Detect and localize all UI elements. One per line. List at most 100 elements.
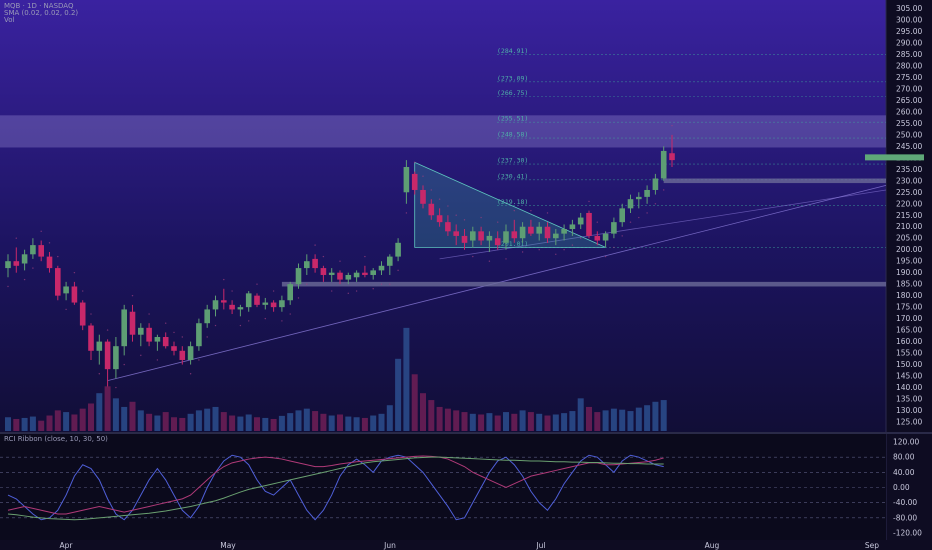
sar-dot — [646, 212, 648, 214]
candle-body — [619, 208, 625, 223]
price-tick-label: 160.00 — [896, 337, 922, 346]
volume-bar — [112, 398, 119, 431]
volume-bar — [594, 412, 601, 431]
volume-bar — [137, 410, 144, 431]
price-tick-label: 265.00 — [896, 96, 922, 105]
price-tick-label: 150.00 — [896, 360, 922, 369]
volume-bar — [569, 411, 576, 431]
volume-bar — [453, 410, 460, 431]
volume-bar — [428, 400, 435, 431]
candle-body — [138, 327, 144, 335]
sar-dot — [214, 324, 217, 327]
volume-bar — [303, 408, 310, 431]
volume-bar — [179, 417, 186, 431]
sar-dot — [140, 354, 142, 357]
volume-bar — [121, 406, 128, 431]
candle-body — [63, 286, 69, 294]
fib-level-label: (237.30) — [497, 157, 528, 165]
volume-bar — [635, 407, 642, 431]
volume-bar — [494, 415, 501, 431]
sar-dot — [629, 221, 632, 223]
candle-body — [370, 270, 376, 275]
volume-bar — [146, 413, 153, 431]
sar-dot — [165, 322, 167, 324]
sar-dot — [281, 320, 283, 322]
sar-dot — [447, 205, 449, 207]
price-tick-label: 220.00 — [896, 199, 922, 208]
price-tick-label: 195.00 — [896, 257, 922, 266]
sar-dot — [389, 283, 391, 285]
candle-body — [561, 229, 567, 234]
candle-body — [544, 226, 551, 239]
volume-bar — [328, 415, 335, 431]
candle-body — [104, 341, 111, 370]
candle-body — [129, 311, 136, 335]
price-tick-label: 140.00 — [896, 383, 922, 392]
price-tick-label: 250.00 — [896, 130, 922, 139]
price-tick-label: 305.00 — [896, 4, 922, 13]
price-tick-label: 125.00 — [896, 418, 922, 427]
candle-body — [577, 217, 584, 225]
candle-body — [320, 268, 327, 275]
volume-bar — [29, 416, 36, 431]
candle-body — [245, 293, 252, 308]
sar-dot — [331, 290, 333, 292]
fib-level-label: (230.41) — [497, 172, 528, 180]
volume-bar — [270, 418, 277, 431]
time-tick-label: Jun — [383, 541, 396, 550]
sar-dot — [156, 359, 159, 361]
candle-body — [470, 231, 476, 241]
volume-bar — [552, 414, 559, 431]
rci-tick-label: -40.00 — [893, 498, 917, 507]
volume-bar — [63, 412, 70, 431]
sar-dot — [181, 336, 183, 338]
sar-dot — [239, 324, 242, 327]
volume-bar — [536, 413, 543, 431]
sar-dot — [82, 290, 84, 292]
volume-bar — [337, 414, 343, 431]
candle-body — [494, 238, 501, 246]
price-tick-label: 190.00 — [896, 268, 922, 277]
sar-dot — [621, 235, 623, 237]
sar-dot — [671, 124, 673, 127]
price-tick-label: 255.00 — [896, 119, 922, 128]
candle-body — [428, 203, 435, 216]
volume-bar — [378, 413, 385, 431]
volume-bar — [403, 327, 410, 431]
rci-tick-label: -120.00 — [893, 529, 922, 538]
candle-body — [171, 346, 177, 351]
time-tick-label: Sep — [865, 541, 879, 550]
candle-body — [486, 235, 493, 241]
candle-body — [337, 272, 343, 280]
legend-symbol: MQB · 1D · NASDAQ — [4, 2, 74, 10]
candle-body — [636, 196, 642, 200]
volume-bar — [660, 400, 667, 431]
rci-tick-label: 80.00 — [893, 453, 915, 462]
volume-bar — [627, 411, 634, 431]
sar-dot — [372, 288, 374, 290]
price-tick-label: 155.00 — [896, 349, 922, 358]
sar-dot — [347, 292, 349, 295]
sar-dot — [538, 249, 540, 251]
volume-bar — [411, 374, 418, 431]
sar-dot — [32, 267, 34, 269]
sar-dot — [414, 161, 416, 164]
candle-body — [461, 235, 468, 243]
volume-bar — [129, 401, 136, 431]
volume-bar — [38, 420, 45, 431]
volume-bar — [527, 412, 534, 431]
candle-body — [88, 325, 94, 351]
fib-level-label: (266.75) — [497, 89, 528, 97]
volume-bar — [561, 413, 568, 431]
sar-dot — [115, 386, 117, 389]
time-tick-label: Jul — [535, 541, 545, 550]
candle-body — [121, 309, 127, 347]
candle-body — [304, 261, 310, 269]
volume-bar — [254, 417, 260, 431]
candle-body — [436, 215, 443, 223]
volume-bar — [436, 406, 443, 431]
candle-body — [30, 245, 36, 255]
volume-bar — [345, 416, 352, 431]
sar-dot — [530, 209, 532, 212]
